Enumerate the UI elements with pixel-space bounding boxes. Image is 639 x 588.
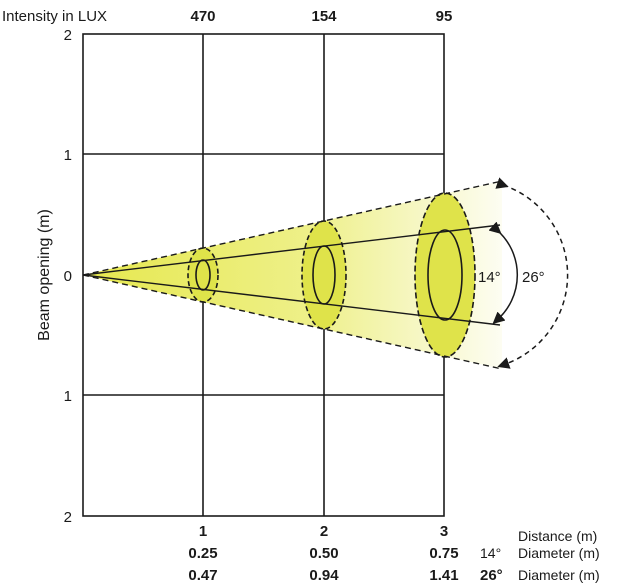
beam-edge-14-bottom: [82, 274, 501, 326]
diameter-14-1m: 0.25: [188, 545, 217, 562]
intensity-label: Intensity in LUX: [2, 8, 107, 25]
y-tick: 0: [64, 268, 72, 285]
beam-spot-2m-outer: [301, 220, 347, 330]
lux-value-1m: 470: [190, 8, 215, 25]
y-tick: 2: [64, 509, 72, 526]
diameter-row1-angle: 14°: [480, 545, 501, 561]
beam-spot-1m-outer: [187, 247, 219, 303]
diameter-row1-label: Diameter (m): [518, 545, 600, 561]
beam-spot-3m-outer: [414, 192, 476, 358]
beam-edge-14-top: [82, 224, 501, 276]
diameter-row2-angle: 26°: [480, 567, 503, 584]
diameter-row2-label: Diameter (m): [518, 567, 600, 583]
diameter-26-3m: 1.41: [429, 567, 458, 584]
x-tick: 2: [320, 523, 328, 540]
diameter-14-2m: 0.50: [309, 545, 338, 562]
diameter-26-1m: 0.47: [188, 567, 217, 584]
angle-label-wide: 26°: [522, 269, 545, 286]
lux-value-3m: 95: [436, 8, 453, 25]
beam-edges: [82, 180, 503, 370]
beam-cone: [83, 181, 502, 369]
beam-edge-26-bottom: [82, 274, 503, 370]
x-axis-title: Distance (m): [518, 528, 597, 544]
y-tick: 1: [64, 147, 72, 164]
diameter-26-2m: 0.94: [309, 567, 339, 584]
angle-arc-26: [495, 177, 569, 369]
angle-label-narrow: 14°: [478, 269, 501, 286]
lux-value-2m: 154: [311, 8, 337, 25]
y-tick: 2: [64, 27, 72, 44]
y-axis-title: Beam opening (m): [36, 209, 53, 341]
x-tick: 1: [199, 523, 207, 540]
x-tick: 3: [440, 523, 448, 540]
diameter-14-3m: 0.75: [429, 545, 458, 562]
beam-edge-26-top: [82, 180, 503, 276]
beam-spot-3m-inner: [427, 229, 463, 321]
y-tick: 1: [64, 388, 72, 405]
